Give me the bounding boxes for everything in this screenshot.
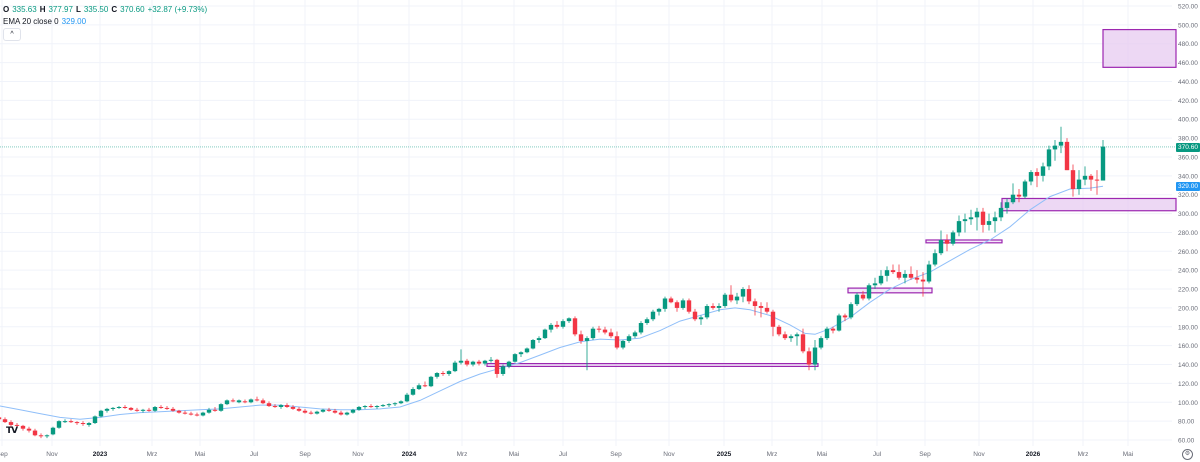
price-tick-label: 200.00 [1178, 305, 1198, 312]
time-tick-label: Mai [1122, 451, 1134, 458]
high-value: 377.97 [48, 5, 73, 14]
grid-lines [0, 0, 1172, 446]
collapse-legend-button[interactable]: ^ [3, 28, 21, 41]
price-tick-label: 440.00 [1178, 79, 1198, 86]
ohlc-row: O 335.63 H 377.97 L 335.50 C 370.60 +32.87 (… [3, 4, 207, 16]
open-value: 335.63 [12, 5, 37, 14]
price-tick-label: 260.00 [1178, 249, 1198, 256]
ema-row[interactable]: EMA 20 close 0 329.00 [3, 16, 207, 28]
price-tick-label: 120.00 [1178, 381, 1198, 388]
price-tick-label: 280.00 [1178, 230, 1198, 237]
time-tick-label: 2026 [1025, 451, 1041, 458]
tradingview-logo[interactable]: TV [6, 426, 18, 436]
time-tick-label: Mai [816, 451, 828, 458]
price-tick-label: 380.00 [1178, 136, 1198, 143]
time-tick-label: Nov [973, 451, 985, 458]
upper-target-zone[interactable] [1102, 28, 1177, 68]
time-tick-label: Mrz [766, 451, 778, 458]
price-tick-label: 180.00 [1178, 324, 1198, 331]
legend: O 335.63 H 377.97 L 335.50 C 370.60 +32.87 (… [3, 4, 207, 28]
settings-gear-icon[interactable]: ⚙ [1182, 449, 1193, 460]
low-value: 335.50 [83, 5, 109, 14]
price-tick-label: 100.00 [1178, 400, 1198, 407]
support-resistance-zones[interactable] [486, 28, 1177, 368]
time-tick-label: Nov [352, 451, 364, 458]
price-tick-label: 500.00 [1178, 22, 1198, 29]
price-tick-label: 80.00 [1178, 419, 1195, 426]
time-tick-label: Jul [872, 451, 882, 458]
time-tick-label: Sep [919, 451, 931, 458]
open-label: O [3, 5, 10, 14]
candles [0, 126, 1106, 439]
price-tick-label: 220.00 [1178, 287, 1198, 294]
ema-label: EMA 20 close 0 [3, 17, 59, 26]
price-tick-label: 140.00 [1178, 362, 1198, 369]
change-value: +32.87 (+9.73%) [147, 5, 208, 14]
chevron-up-icon: ^ [10, 31, 14, 38]
time-tick-label: Sep [610, 451, 622, 458]
price-tick-label: 480.00 [1178, 41, 1198, 48]
time-tick-label: Mrz [146, 451, 158, 458]
price-tick-label: 520.00 [1178, 4, 1198, 11]
price-tick-label: 160.00 [1178, 343, 1198, 350]
close-label: C [111, 5, 118, 14]
close-value: 370.60 [120, 5, 145, 14]
time-tick-label: Nov [663, 451, 675, 458]
ema-price-tag: 329.00 [1176, 182, 1200, 191]
time-tick-label: Mrz [1077, 451, 1089, 458]
time-tick-label: Jul [558, 451, 568, 458]
time-tick-label: 2025 [716, 451, 732, 458]
ema-value: 329.00 [61, 17, 87, 26]
ema-line [0, 185, 1104, 420]
price-tick-label: 340.00 [1178, 173, 1198, 180]
price-tick-label: 420.00 [1178, 98, 1198, 105]
time-tick-label: Sep [299, 451, 311, 458]
support-line-270[interactable] [925, 239, 1003, 244]
time-tick-label: Mai [194, 451, 206, 458]
time-tick-label: 2023 [92, 451, 108, 458]
low-label: L [75, 5, 81, 14]
time-tick-label: Jul [249, 451, 259, 458]
time-tick-label: 2024 [401, 451, 417, 458]
price-tick-label: 400.00 [1178, 117, 1198, 124]
time-tick-label: Sep [0, 451, 8, 458]
support-line-140[interactable] [486, 362, 819, 368]
last-price-tag: 370.60 [1176, 143, 1200, 152]
support-box-220[interactable] [847, 287, 933, 294]
price-tick-label: 300.00 [1178, 211, 1198, 218]
price-tick-label: 320.00 [1178, 192, 1198, 199]
price-tick-label: 460.00 [1178, 60, 1198, 67]
price-tick-label: 360.00 [1178, 154, 1198, 161]
price-axis[interactable]: 520.00 500.00 480.00 460.00 440.00 420.00 400.… [1178, 4, 1198, 445]
time-tick-label: Nov [46, 451, 58, 458]
time-tick-label: Mrz [456, 451, 468, 458]
price-tick-label: 60.00 [1178, 438, 1195, 445]
price-tick-label: 240.00 [1178, 268, 1198, 275]
time-tick-label: Mai [508, 451, 520, 458]
high-label: H [39, 5, 46, 14]
support-zone-310[interactable] [1001, 197, 1177, 212]
